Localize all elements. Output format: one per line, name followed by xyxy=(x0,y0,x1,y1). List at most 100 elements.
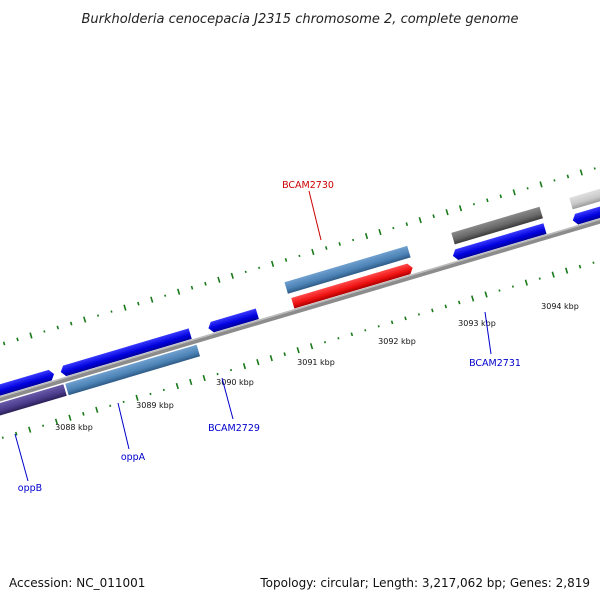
feature-bcam2731-ring[interactable] xyxy=(451,206,543,245)
gc-tick xyxy=(110,310,113,313)
gc-tick xyxy=(352,238,355,242)
gc-tick xyxy=(553,179,556,182)
gc-tick xyxy=(337,337,340,340)
tick-label: 3093 kbp xyxy=(458,319,496,328)
gc-tick xyxy=(538,277,541,280)
gc-tick xyxy=(176,288,181,295)
topology-summary: Topology: circular; Length: 3,217,062 bp… xyxy=(259,576,590,590)
gc-tick xyxy=(498,289,501,292)
gc-tick xyxy=(95,406,99,413)
feature-bcam2730-ring[interactable] xyxy=(284,245,411,294)
gc-tick xyxy=(123,304,127,311)
genome-band xyxy=(0,167,600,439)
gc-tick xyxy=(404,316,407,321)
gene-label[interactable]: BCAM2730 xyxy=(282,180,334,191)
gc-tick xyxy=(162,388,165,392)
feature-right-ring[interactable] xyxy=(569,178,600,210)
gc-tick xyxy=(270,260,275,267)
gc-tick xyxy=(216,372,219,376)
gene-bcam2731-forward[interactable] xyxy=(451,223,547,261)
gc-tick xyxy=(69,321,73,326)
map-title: Burkholderia cenocepacia J2315 chromosom… xyxy=(81,12,518,27)
gc-tick xyxy=(217,276,221,283)
gc-tick xyxy=(364,329,367,332)
gc-tick xyxy=(392,226,395,230)
leader-oppb xyxy=(14,433,29,482)
gc-tick xyxy=(42,424,45,427)
gene-forward-left-edge[interactable] xyxy=(0,369,56,404)
gc-tick xyxy=(417,313,420,316)
gc-tick xyxy=(418,217,422,224)
accession-text: Accession: NC_011001 xyxy=(9,576,145,590)
gene-oppb-reverse[interactable] xyxy=(0,384,67,422)
gc-tick xyxy=(431,308,434,313)
gc-tick xyxy=(283,352,286,357)
gc-tick xyxy=(564,267,569,274)
gene-oppa-reverse[interactable] xyxy=(65,344,201,396)
gc-tick xyxy=(457,300,461,305)
gc-tick xyxy=(526,187,529,190)
gene-bcam2730-arrow[interactable] xyxy=(291,262,414,309)
gc-tick xyxy=(1,436,4,439)
gc-tick xyxy=(83,316,87,323)
gc-tick xyxy=(378,228,382,236)
gene-label[interactable]: BCAM2729 xyxy=(208,423,260,434)
gc-tick xyxy=(149,392,152,396)
gc-tick xyxy=(109,404,112,408)
gc-tick xyxy=(54,418,59,425)
gc-tick xyxy=(14,431,18,436)
leader-oppa xyxy=(117,402,130,450)
gc-tick xyxy=(566,174,570,179)
gc-tick xyxy=(298,254,301,258)
gc-tick xyxy=(593,167,596,170)
gc-tick xyxy=(325,246,328,250)
gene-label[interactable]: oppA xyxy=(121,452,146,463)
gc-tick xyxy=(486,198,489,203)
gc-tick xyxy=(311,248,315,256)
gc-tick xyxy=(472,203,475,206)
gene-label[interactable]: oppB xyxy=(18,483,42,494)
gene-right-forward[interactable] xyxy=(571,194,600,225)
gc-tick xyxy=(512,189,516,196)
gene-label[interactable]: BCAM2731 xyxy=(469,358,521,369)
gc-track-lower xyxy=(1,261,595,439)
gc-tick xyxy=(524,279,528,286)
tick-label: 3089 kbp xyxy=(136,401,174,410)
gc-tick xyxy=(579,169,583,176)
tick-label: 3092 kbp xyxy=(378,337,416,346)
gene-bcam2729-arrow[interactable] xyxy=(207,308,259,334)
ticks: 3088 kbp 3089 kbp 3090 kbp 3091 kbp 3092… xyxy=(55,302,579,432)
tick-label: 3090 kbp xyxy=(216,378,254,387)
leader-bcam2731 xyxy=(484,311,492,355)
gc-tick xyxy=(364,232,369,240)
gc-tick xyxy=(499,194,503,199)
gc-track-upper xyxy=(2,167,596,346)
gc-tick xyxy=(189,378,193,386)
gc-tick xyxy=(338,242,341,246)
gc-tick xyxy=(202,374,206,382)
gc-tick xyxy=(405,222,409,227)
gc-tick xyxy=(29,332,33,339)
gc-tick xyxy=(242,362,247,370)
gc-tick xyxy=(592,261,595,264)
gc-tick xyxy=(43,330,46,333)
gc-tick xyxy=(296,347,300,354)
gc-tick xyxy=(2,341,6,346)
gc-tick xyxy=(122,400,125,404)
tick-label: 3088 kbp xyxy=(55,423,93,432)
gc-tick xyxy=(175,382,179,390)
leader-bcam2730 xyxy=(308,190,322,241)
label-leaders xyxy=(14,190,492,482)
gene-opp-forward[interactable] xyxy=(59,328,192,377)
gc-tick xyxy=(484,291,488,298)
gc-tick xyxy=(190,285,194,290)
gc-tick xyxy=(16,337,19,342)
gc-tick xyxy=(309,343,314,350)
tick-label: 3091 kbp xyxy=(297,358,335,367)
gc-tick xyxy=(471,295,475,302)
gc-tick xyxy=(458,205,463,212)
backbone-highlight xyxy=(0,205,600,412)
gc-tick xyxy=(551,271,555,278)
gc-tick xyxy=(258,266,261,270)
